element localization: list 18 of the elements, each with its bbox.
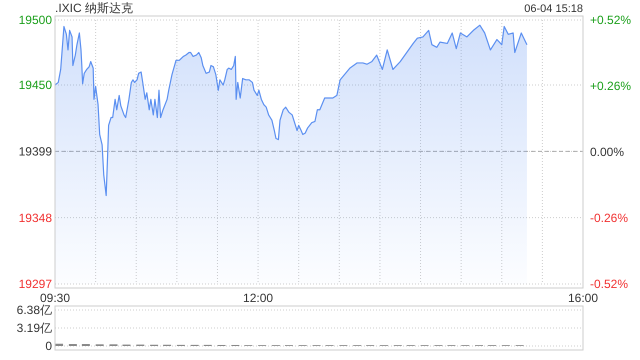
- y2-tick-label: 0.00%: [590, 145, 624, 160]
- y-tick-label: 19348: [18, 210, 52, 225]
- y-tick-label: 19399: [18, 144, 52, 159]
- x-tick-label: 12:00: [243, 291, 274, 305]
- y2-tick-label: +0.52%: [590, 13, 632, 28]
- y2-tick-label: -0.52%: [590, 277, 628, 292]
- y-tick-label: 19450: [18, 78, 52, 92]
- y-tick-label: 0: [45, 339, 52, 354]
- y2-tick-label: +0.26%: [590, 79, 632, 94]
- x-tick-label: 16:00: [568, 291, 598, 305]
- chart-title: .IXIC 纳斯达克: [55, 1, 134, 15]
- y-tick-label: 19297: [18, 277, 52, 292]
- text: 06-04 15:18: [524, 3, 583, 15]
- y2-tick-label: -0.26%: [590, 211, 628, 226]
- y-tick-label: 3.19亿: [16, 321, 52, 336]
- y-tick-label: 19500: [18, 13, 52, 28]
- x-tick-label: 09:30: [40, 291, 70, 305]
- y-tick-label: 6.38亿: [16, 303, 52, 318]
